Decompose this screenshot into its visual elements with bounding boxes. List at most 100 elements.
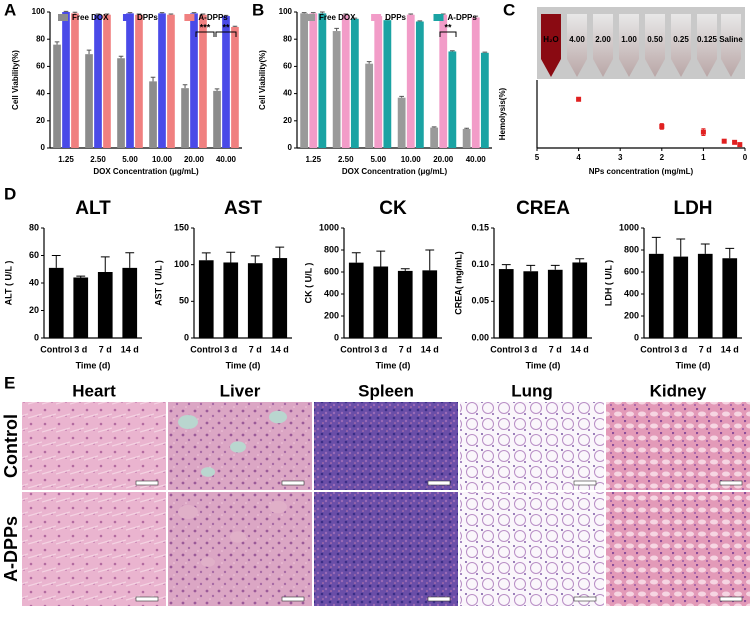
tubes <box>567 14 741 77</box>
bar <box>71 13 79 148</box>
y-tick-label: 1000 <box>619 222 639 232</box>
bar <box>85 54 93 148</box>
error-bar <box>125 252 135 268</box>
x-axis-label: Time (d) <box>76 360 111 370</box>
x-tick-label: 14 d <box>721 344 739 354</box>
error-bar <box>72 11 78 14</box>
y-tick-label: 50 <box>179 296 189 306</box>
legend-swatch <box>371 14 382 21</box>
y-axis-label: Cell Viability(%) <box>258 50 267 110</box>
panel-label: E <box>4 373 15 392</box>
error-bar <box>191 12 197 14</box>
bar <box>397 270 413 338</box>
error-bar <box>214 88 220 91</box>
bar <box>439 14 448 148</box>
tube-label: 0.125 <box>697 35 718 44</box>
chart: CREA CREA( mg/mL) Time (d) 0.00 0.05 0.10 0.15… <box>453 198 592 370</box>
error-bar <box>676 238 686 257</box>
x-tick-label: 1.25 <box>58 155 74 164</box>
legend-label: A-DPPs <box>198 13 228 22</box>
x-tick-label: Control <box>40 344 72 354</box>
x-tick-label: 0 <box>743 153 748 162</box>
column-title: Heart <box>72 381 116 400</box>
error-bar <box>168 13 174 15</box>
error-bar <box>700 243 710 254</box>
significance-label: ** <box>222 22 230 32</box>
error-bar <box>473 15 479 18</box>
point <box>576 96 582 102</box>
histology-image <box>460 492 604 606</box>
error-bar <box>482 51 488 53</box>
chart: Cell Viability(%) DOX Concentration (μg/m… <box>258 7 492 176</box>
bar <box>309 13 318 148</box>
error-bar <box>725 247 735 259</box>
bar <box>231 26 239 148</box>
tissue-feature <box>269 500 287 514</box>
y-tick-label: 60 <box>283 62 292 71</box>
bar <box>480 52 489 148</box>
x-tick-label: 1.25 <box>305 155 321 164</box>
bar <box>97 272 113 338</box>
error-bar <box>385 18 390 21</box>
y-tick-label: 100 <box>279 7 293 16</box>
error-bar <box>366 61 372 64</box>
column-title: Liver <box>220 381 261 400</box>
y-axis-label: Cell Viability(%) <box>11 50 20 110</box>
tube-label: 2.00 <box>595 35 611 44</box>
y-axis-label: ALT ( U/L ) <box>3 261 13 306</box>
chart: LDH LDH ( U/L ) Time (d) 0 200 400 600 800 1000 C… <box>603 198 742 370</box>
bar <box>498 269 514 338</box>
bar <box>158 13 166 148</box>
y-tick-label: 40 <box>36 89 45 98</box>
error-bar <box>310 12 316 14</box>
chart: ALT ALT ( U/L ) Time (d) 0 20 40 60 80 Control 3 … <box>3 198 142 370</box>
error-bar <box>408 13 414 15</box>
tube-label: 1.00 <box>621 35 637 44</box>
error-bar <box>425 249 435 271</box>
tissue-feature <box>178 505 198 519</box>
y-tick-label: 0 <box>288 143 293 152</box>
bar <box>318 13 327 148</box>
y-tick-label: 60 <box>29 250 39 260</box>
bar <box>350 18 359 148</box>
bar <box>374 16 383 148</box>
tissue-feature <box>201 557 215 567</box>
bar <box>149 81 157 148</box>
x-tick-label: 7 d <box>99 344 112 354</box>
column-title: Kidney <box>650 381 707 400</box>
x-axis-label: NPs concentration (mg/mL) <box>589 167 694 176</box>
x-tick-label: 3 d <box>374 344 387 354</box>
x-tick-label: 5.00 <box>122 155 138 164</box>
chart-title: CK <box>379 198 407 219</box>
error-bar <box>200 13 206 15</box>
scale-bar <box>135 596 159 602</box>
error-bar <box>450 50 455 52</box>
bar <box>126 13 134 148</box>
tube-label: Saline <box>719 35 743 44</box>
tube-label: 4.00 <box>569 35 585 44</box>
y-tick-label: 80 <box>283 34 292 43</box>
scale-bar <box>281 596 305 602</box>
legend-label: Free DOX <box>319 13 356 22</box>
bar <box>547 269 563 338</box>
bar <box>722 258 738 338</box>
chart: CK CK ( U/L ) Time (d) 0 200 400 600 800 1000 Con… <box>303 198 442 370</box>
error-bar <box>95 13 101 15</box>
bar <box>62 12 70 148</box>
error-bar <box>250 255 260 264</box>
y-tick-label: 0.05 <box>471 296 489 306</box>
x-tick-label: 3 d <box>674 344 687 354</box>
histology-image <box>22 492 166 606</box>
histology-image <box>606 492 750 606</box>
y-tick-label: 600 <box>324 266 339 276</box>
scale-bar <box>427 596 451 602</box>
error-bar <box>127 12 133 14</box>
bar <box>198 260 214 338</box>
bar <box>122 267 138 338</box>
bar <box>190 13 198 148</box>
bar <box>422 270 438 338</box>
x-axis-label: Time (d) <box>376 360 411 370</box>
legend-swatch <box>122 14 133 21</box>
x-tick-label: 20.00 <box>184 155 205 164</box>
